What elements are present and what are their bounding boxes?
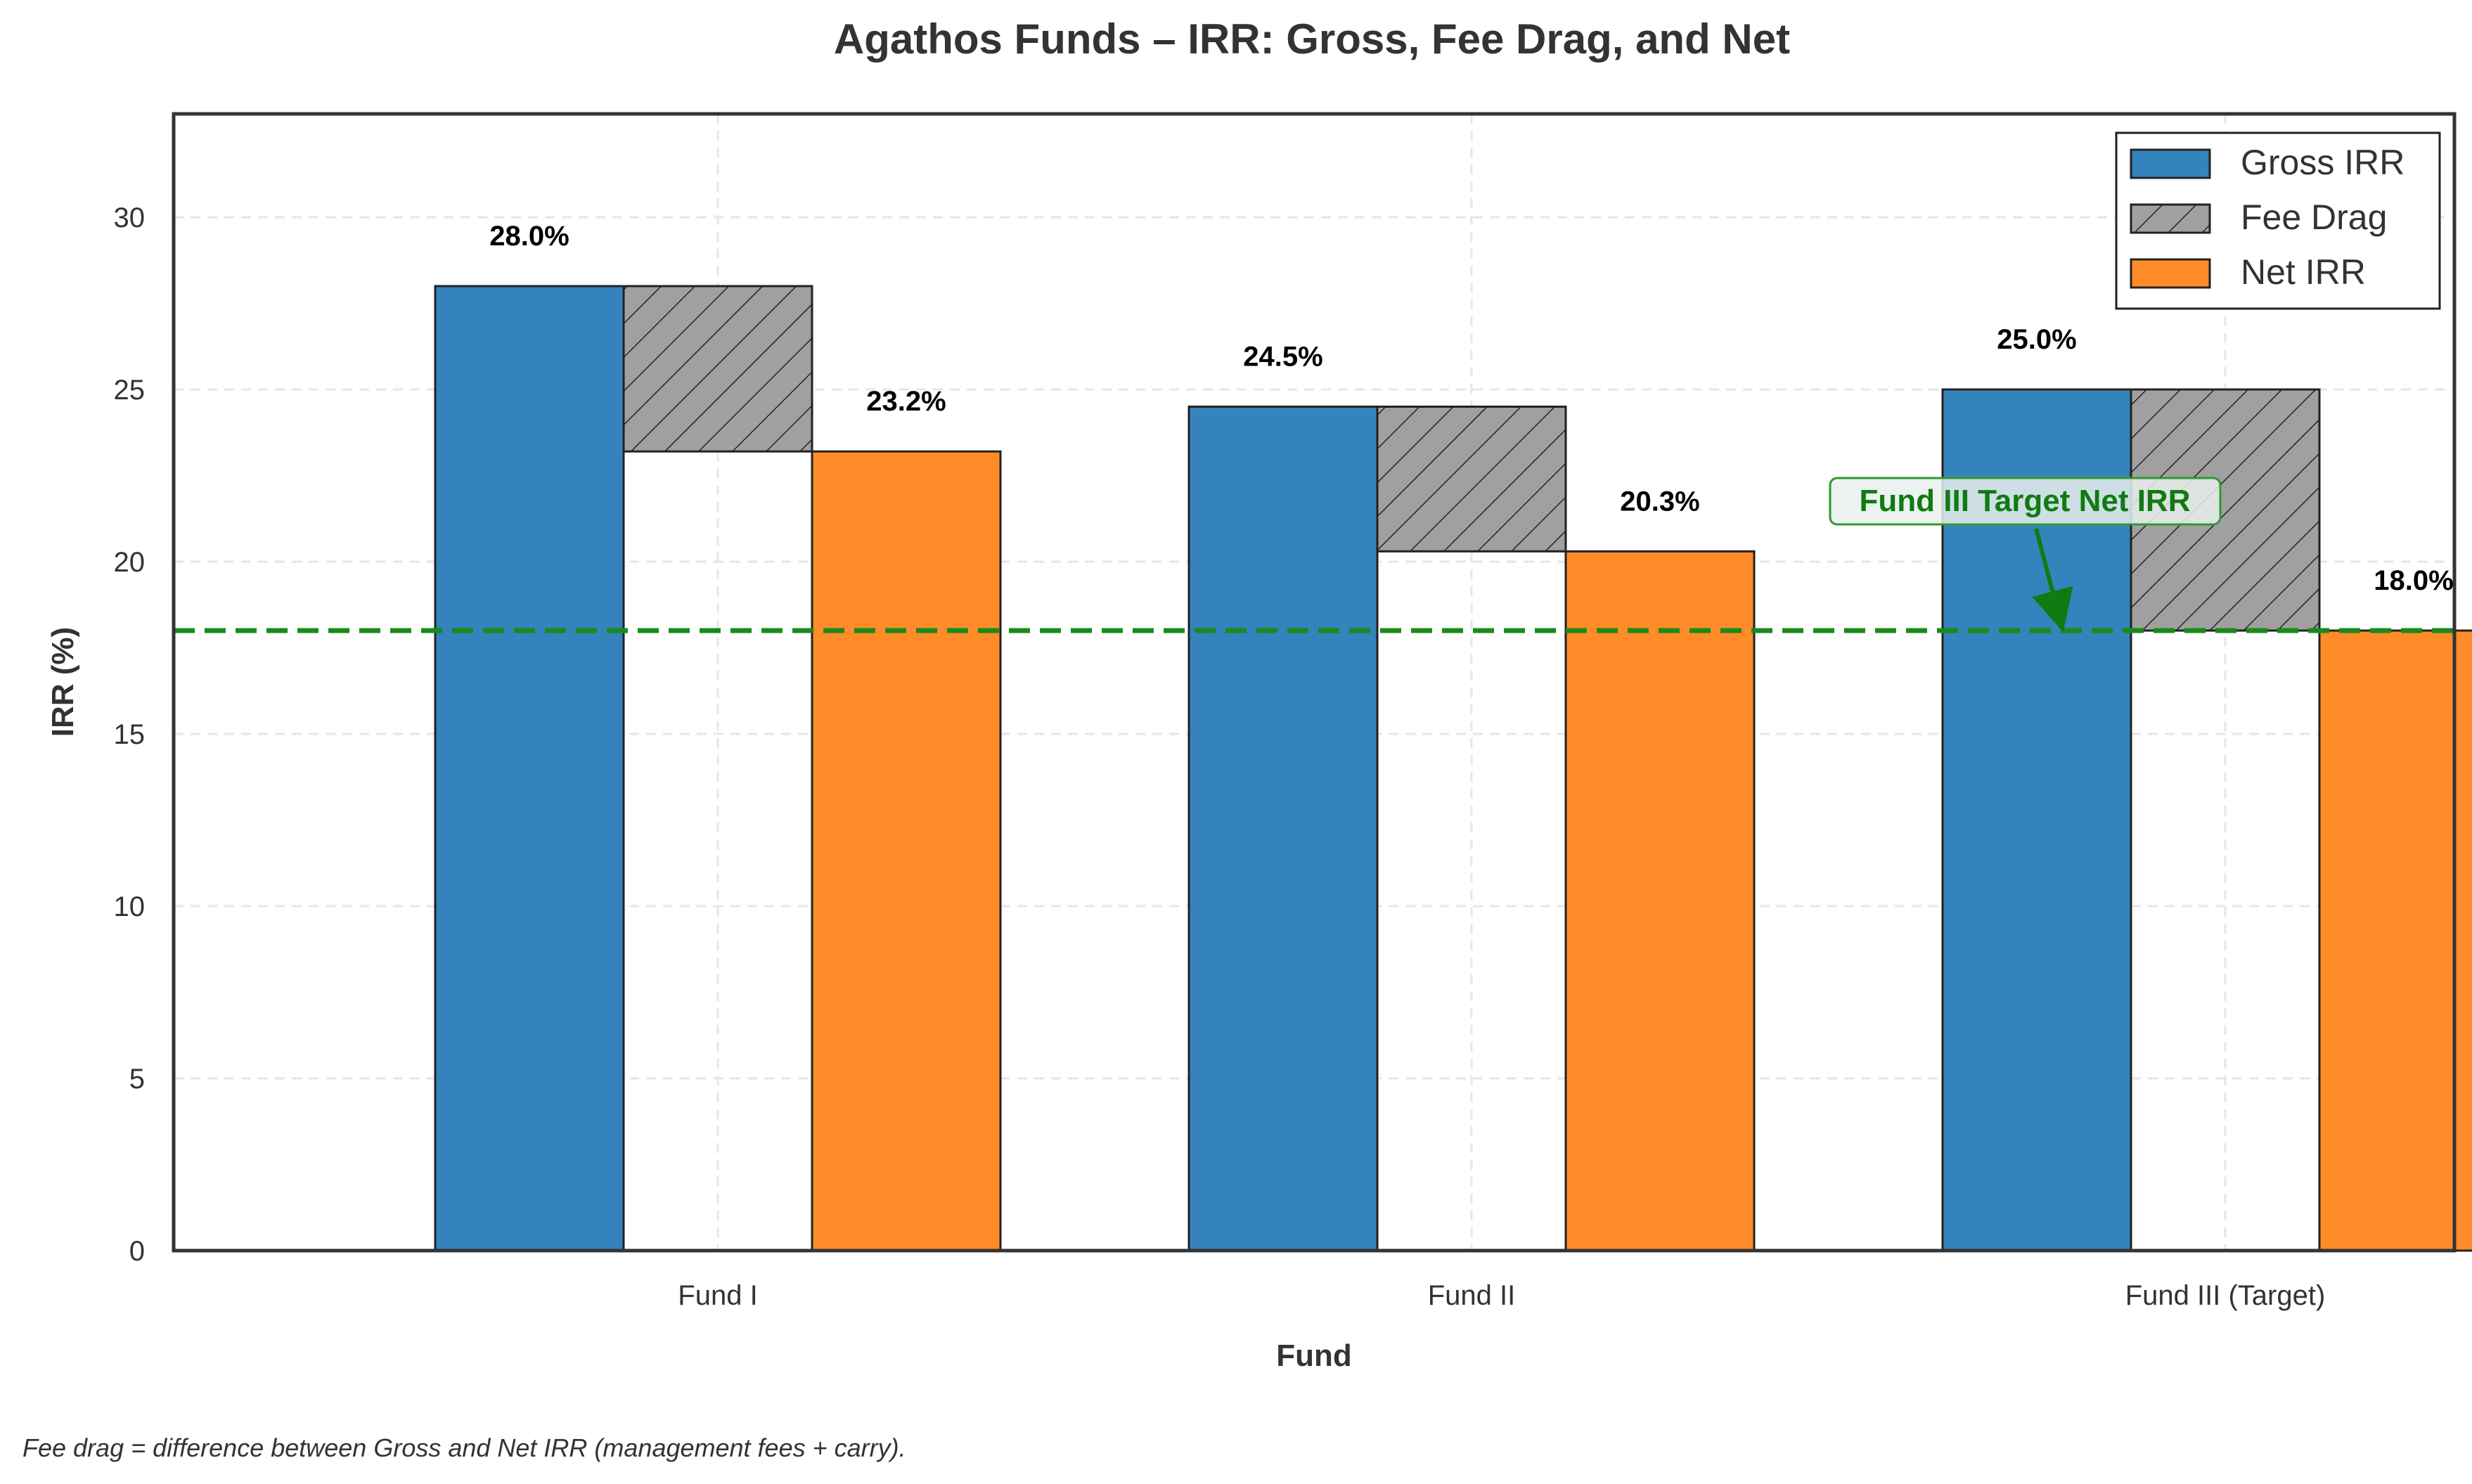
y-tick-label: 30 [114,202,146,233]
data-label-gross: 28.0% [489,221,569,252]
y-tick-label: 10 [114,891,146,922]
data-label-net: 18.0% [2374,565,2453,596]
annotation-box [1829,477,2222,526]
legend: Gross IRR Fee Drag Net IRR [2115,131,2441,310]
bar-net-irr [2318,629,2472,1252]
data-label-net: 20.3% [1620,486,1699,517]
legend-label: Gross IRR [2241,143,2405,182]
footnote: Fee drag = difference between Gross and … [22,1433,906,1462]
data-label-gross: 24.5% [1243,342,1322,373]
bar-gross-irr [434,285,625,1252]
legend-swatch [2130,258,2211,289]
bar-net-irr [1564,550,1756,1252]
chart-title: Agathos Funds – IRR: Gross, Fee Drag, an… [834,15,1790,63]
y-axis-ticks: 0 5 10 15 20 25 30 [114,202,146,1267]
y-tick-label: 15 [114,719,146,750]
bar-net-irr [811,450,1002,1252]
y-tick-label: 25 [114,375,146,406]
x-axis-ticks: Fund I Fund II Fund III (Target) [678,1280,2325,1311]
annotation: Fund III Target Net IRR [1829,477,2222,633]
data-label-net: 23.2% [866,386,946,417]
annotation-arrow [2032,528,2073,633]
y-tick-label: 0 [129,1236,145,1267]
legend-swatch [2130,203,2211,234]
legend-label: Fee Drag [2241,198,2387,237]
annotation-text: Fund III Target Net IRR [1860,484,2191,518]
bar-fee-drag [622,285,813,453]
bar-fee-drag [1376,406,1567,553]
bar-gross-irr [1187,406,1379,1252]
data-label-gross: 25.0% [1997,324,2076,355]
y-tick-label: 5 [129,1064,145,1095]
y-axis-label: IRR (%) [46,627,80,737]
x-axis-label: Fund [1276,1338,1352,1373]
x-tick-label: Fund I [678,1280,757,1311]
x-tick-label: Fund II [1428,1280,1516,1311]
plot-frame [172,112,2457,1253]
bars [434,285,2472,1252]
y-tick-label: 20 [114,547,146,578]
data-labels: 28.0% 23.2% 24.5% 20.3% 25.0% 18.0% [489,221,2453,596]
x-tick-label: Fund III (Target) [2125,1280,2326,1311]
legend-label: Net IRR [2241,252,2366,292]
legend-swatch [2130,148,2211,179]
